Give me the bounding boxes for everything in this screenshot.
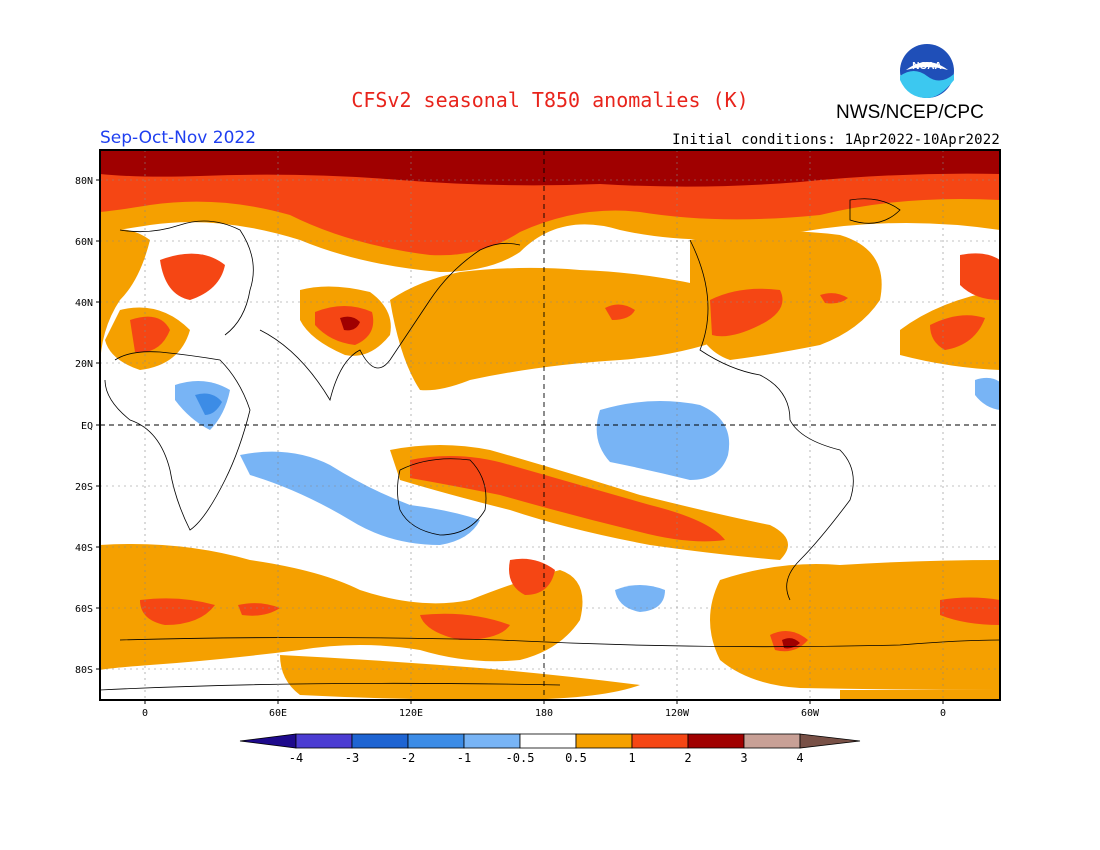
lat-label: 60N (75, 237, 93, 248)
colorbar-swatch (407, 733, 465, 749)
logo-text: NOAA (912, 61, 941, 72)
lon-label: 0 (940, 708, 946, 719)
colorbar-swatch (295, 733, 353, 749)
lat-lon-grid (100, 150, 1000, 700)
colorbar (239, 733, 861, 749)
coastlines (100, 198, 1000, 691)
colorbar-labels: -4 -3 -2 -1 -0.5 0.5 1 2 3 4 (289, 751, 804, 765)
colorbar-swatch (743, 733, 801, 749)
lon-label: 120E (399, 708, 423, 719)
lat-label: 80S (75, 665, 93, 676)
lon-label: 60E (269, 708, 287, 719)
lon-label: 180 (535, 708, 553, 719)
colorbar-swatch (239, 733, 297, 749)
colorbar-label: -4 (289, 751, 303, 765)
lat-label: 20N (75, 359, 93, 370)
noaa-logo-icon: NOAA (896, 40, 958, 102)
colorbar-swatch (575, 733, 633, 749)
colorbar-label: 1 (628, 751, 635, 765)
initial-conditions-label: Initial conditions: 1Apr2022-10Apr2022 (672, 132, 1000, 148)
equator-dateline (100, 150, 1000, 700)
colorbar-label: 3 (740, 751, 747, 765)
colorbar-label: -3 (345, 751, 359, 765)
map-title: CFSv2 seasonal T850 anomalies (K) (351, 88, 749, 112)
map-field (100, 150, 1000, 700)
lat-label: 20S (75, 482, 93, 493)
colorbar-swatch (463, 733, 521, 749)
colorbar-swatch (351, 733, 409, 749)
colorbar-label: 2 (684, 751, 691, 765)
lon-labels: 0 60E 120E 180 120W 60W 0 (142, 708, 946, 719)
axis-ticks (96, 179, 944, 704)
colorbar-swatch (687, 733, 745, 749)
colorbar-swatch (631, 733, 689, 749)
lon-label: 60W (801, 708, 820, 719)
colorbar-swatch (519, 733, 577, 749)
colorbar-label: -2 (401, 751, 415, 765)
colorbar-label: 0.5 (565, 751, 587, 765)
colorbar-label: -0.5 (506, 751, 535, 765)
lon-label: 120W (665, 708, 690, 719)
lat-label: 40S (75, 543, 93, 554)
season-label: Sep-Oct-Nov 2022 (100, 128, 257, 148)
colorbar-label: -1 (457, 751, 471, 765)
lat-label: 40N (75, 298, 93, 309)
lon-label: 0 (142, 708, 148, 719)
lat-label: 80N (75, 176, 93, 187)
agency-label: NWS/NCEP/CPC (836, 102, 984, 123)
colorbar-label: 4 (796, 751, 803, 765)
lat-labels: 80N 60N 40N 20N EQ 20S 40S 60S 80S (75, 176, 93, 676)
lat-label: 60S (75, 604, 93, 615)
colorbar-swatch (799, 733, 861, 749)
lat-label: EQ (81, 421, 93, 432)
